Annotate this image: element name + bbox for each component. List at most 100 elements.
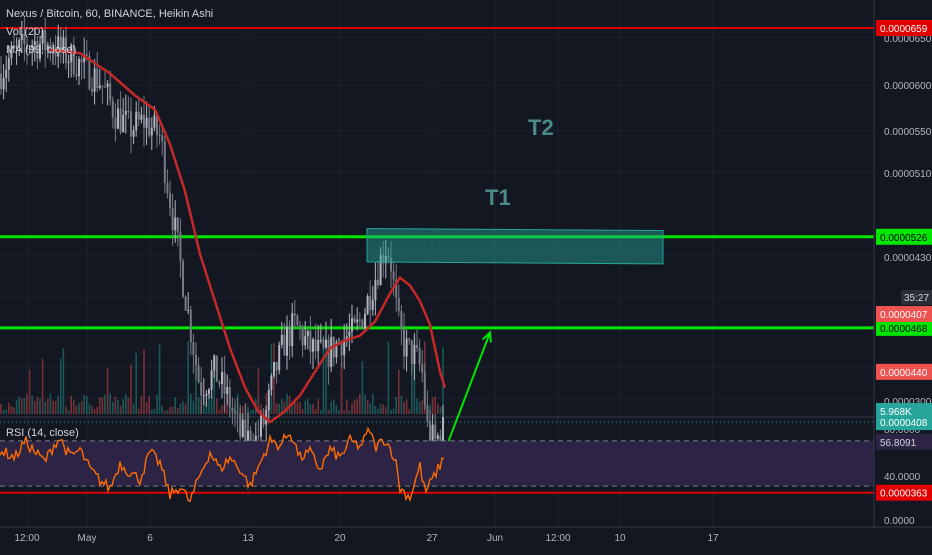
- volume-bar: [346, 399, 348, 414]
- volume-bar: [41, 358, 44, 414]
- candle-body: [244, 419, 247, 443]
- volume-bar: [411, 344, 413, 414]
- candle-body: [5, 69, 8, 78]
- volume-bar: [431, 397, 434, 414]
- horizontal-lines[interactable]: [0, 27, 874, 494]
- candles: [0, 16, 444, 471]
- candle-body: [348, 331, 351, 337]
- candle-body: [2, 77, 5, 90]
- countdown-bg: [901, 290, 932, 305]
- candle-body: [249, 430, 252, 451]
- candle-body: [306, 330, 309, 337]
- candle-body: [109, 83, 112, 101]
- volume-bar: [18, 396, 20, 414]
- volume-bar: [252, 409, 254, 414]
- candle-body: [122, 114, 125, 133]
- candle-body: [36, 41, 39, 59]
- volume-bar: [369, 403, 371, 414]
- candle-body: [275, 362, 278, 371]
- volume-bar: [57, 395, 59, 414]
- candle-body: [184, 296, 187, 311]
- volume-bar: [408, 409, 410, 414]
- volume-bar: [47, 398, 49, 414]
- volume-bar: [273, 343, 275, 414]
- volume-bar: [294, 400, 296, 414]
- candle-body: [182, 260, 184, 297]
- volume-bar: [104, 394, 106, 414]
- candle-body: [387, 256, 390, 258]
- volume-bar: [343, 410, 345, 414]
- candle-body: [283, 335, 286, 356]
- candle-body: [397, 297, 400, 312]
- candle-body: [135, 111, 138, 131]
- candle-body: [262, 415, 265, 425]
- volume-bar: [197, 397, 200, 414]
- volume-bar: [317, 398, 319, 414]
- volume-bar: [348, 410, 351, 414]
- volume-bar: [216, 398, 218, 414]
- t1-label: T1: [485, 185, 511, 210]
- candle-body: [270, 375, 273, 390]
- candle-body: [423, 372, 426, 406]
- candle-body: [153, 115, 156, 128]
- resistance-price-tag-bg: [876, 484, 932, 501]
- candle-body: [210, 370, 213, 390]
- ma-line: [49, 48, 447, 424]
- rsi-line: [0, 426, 445, 503]
- rsi-tick-label: 0.0000: [884, 516, 915, 527]
- candle-body: [119, 108, 122, 133]
- volume-bar: [205, 401, 208, 414]
- volume-bar: [400, 395, 403, 414]
- volume-bar: [52, 400, 54, 414]
- candle-body: [130, 111, 132, 137]
- target-drawings[interactable]: T2 T1: [366, 115, 664, 451]
- volume-bar: [392, 408, 395, 414]
- volume-bar: [385, 406, 387, 414]
- candle-body: [75, 74, 78, 77]
- volume-bar: [145, 401, 148, 414]
- candle-body: [436, 435, 439, 439]
- volume-bar: [398, 369, 400, 414]
- candle-body: [377, 279, 379, 286]
- volume-bar: [359, 394, 361, 414]
- volume-bar: [182, 401, 184, 414]
- price-tick-label: 0.0000430: [884, 253, 932, 264]
- volume-bar: [257, 368, 260, 414]
- candle-body: [408, 338, 411, 341]
- rsi-value-tag-bg: [876, 433, 932, 450]
- volume-bar: [44, 401, 46, 414]
- candle-body: [356, 319, 359, 323]
- volume-bar: [351, 403, 353, 414]
- candle-body: [0, 73, 2, 90]
- price-tick-label: 0.0000600: [884, 81, 932, 92]
- candle-body: [101, 85, 104, 87]
- volume-bar: [23, 397, 26, 414]
- volume-bar: [395, 397, 397, 414]
- volume-bar: [338, 410, 340, 414]
- candle-body: [174, 217, 177, 231]
- t2-label: T2: [528, 115, 554, 140]
- volume-bar: [416, 398, 418, 414]
- price-tag-prev-close: 0.0000407: [880, 310, 928, 321]
- volume-bar: [28, 369, 31, 414]
- volume-bar: [437, 403, 439, 414]
- rsi-band: [0, 440, 874, 487]
- volume-bar: [88, 403, 91, 414]
- candle-body: [143, 114, 145, 128]
- volume-bar: [333, 399, 335, 414]
- candle-body: [179, 232, 182, 261]
- candle-body: [20, 33, 23, 40]
- candle-body: [390, 257, 392, 272]
- candle-body: [278, 344, 281, 371]
- candle-body: [96, 68, 99, 89]
- price-axis-bg: [874, 0, 932, 550]
- candle-body: [371, 300, 374, 310]
- volume-bar: [281, 398, 283, 414]
- volume-bar: [320, 410, 322, 414]
- volume-bar: [39, 398, 41, 414]
- volume-bar: [421, 400, 423, 414]
- volume-bar: [226, 396, 228, 414]
- volume-bar: [166, 409, 169, 414]
